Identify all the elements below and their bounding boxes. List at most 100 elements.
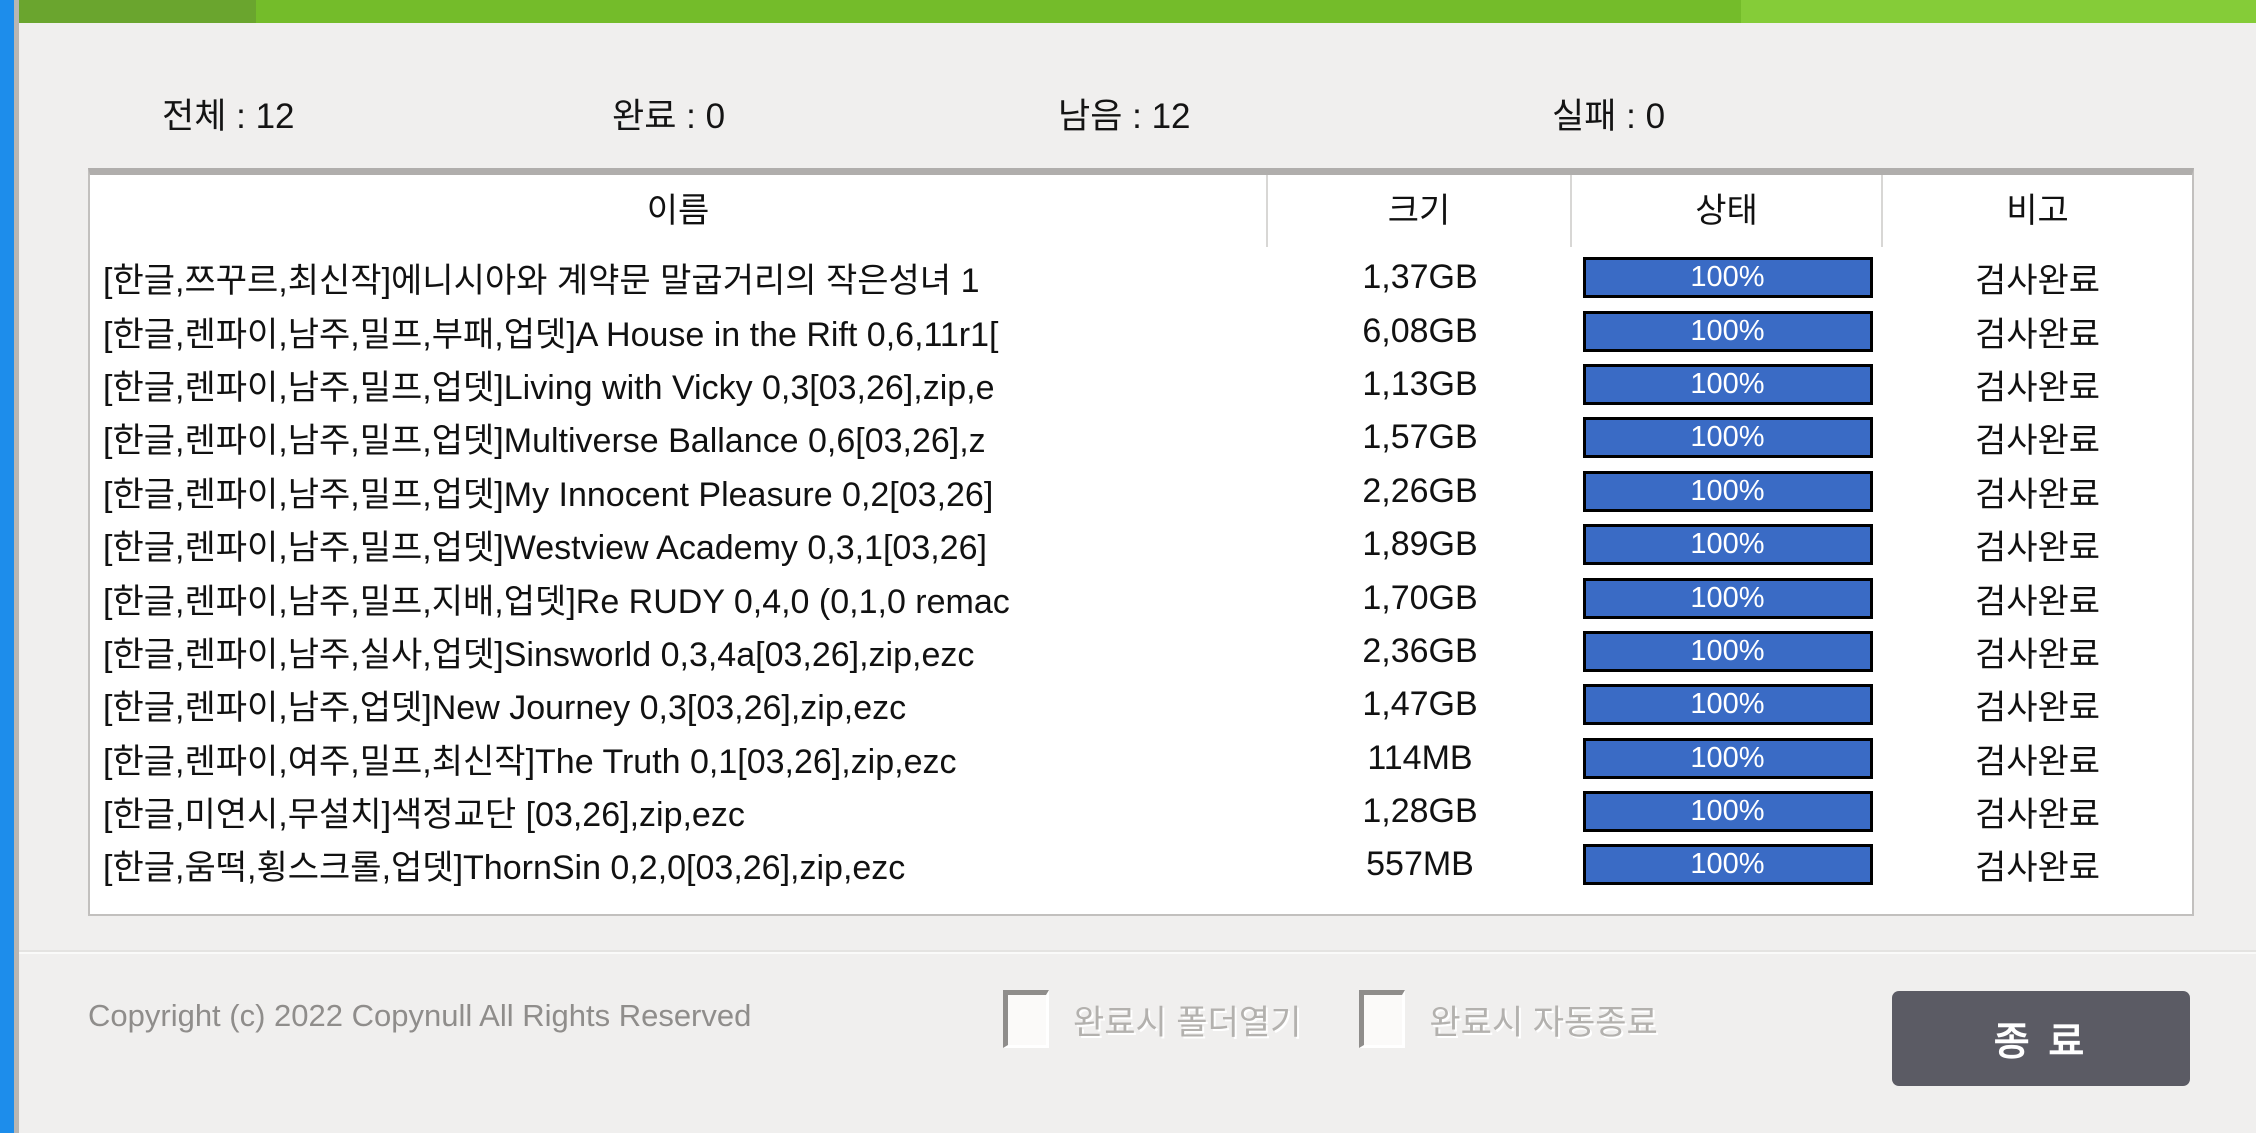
column-header-status[interactable]: 상태 bbox=[1572, 175, 1883, 247]
status-cell: 100% bbox=[1572, 737, 1883, 779]
file-name: [한글,렌파이,남주,밀프,지배,업뎃]Re RUDY 0,4,0 (0,1,0… bbox=[103, 582, 1010, 621]
table-row[interactable]: [한글,렌파이,남주,밀프,지배,업뎃]Re RUDY 0,4,0 (0,1,0… bbox=[90, 571, 2192, 624]
progress-bar: 100% bbox=[1582, 791, 1873, 833]
remark-cell: 검사완료 bbox=[1974, 529, 2101, 568]
top-bar-segment-light bbox=[1741, 0, 2256, 23]
progress-label: 100% bbox=[1690, 421, 1765, 454]
window-left-edge bbox=[0, 0, 14, 1133]
remark-cell: 검사완료 bbox=[1974, 689, 2101, 728]
progress-label: 100% bbox=[1690, 261, 1765, 294]
progress-fill bbox=[1585, 687, 1870, 723]
file-name: [한글,렌파이,남주,밀프,업뎃]Westview Academy 0,3,1[… bbox=[103, 529, 987, 568]
file-size: 1,37GB bbox=[1362, 258, 1478, 297]
column-header-size[interactable]: 크기 bbox=[1268, 175, 1572, 247]
file-size: 114MB bbox=[1367, 738, 1473, 777]
copyright-text: Copyright (c) 2022 Copynull All Rights R… bbox=[88, 998, 752, 1033]
remark-cell: 검사완료 bbox=[1974, 475, 2101, 514]
progress-bar: 100% bbox=[1582, 417, 1873, 459]
status-cell: 100% bbox=[1572, 577, 1883, 619]
stat-completed: 완료 : 0 bbox=[612, 97, 726, 136]
status-cell: 100% bbox=[1572, 630, 1883, 672]
status-cell: 100% bbox=[1572, 417, 1883, 459]
progress-label: 100% bbox=[1690, 474, 1765, 507]
progress-fill bbox=[1585, 527, 1870, 563]
checkbox-icon[interactable] bbox=[1359, 990, 1406, 1048]
top-bar-segment-mid bbox=[256, 0, 1741, 23]
top-bar-segment-dark bbox=[19, 0, 256, 23]
progress-fill bbox=[1585, 740, 1870, 776]
column-header-name[interactable]: 이름 bbox=[90, 175, 1268, 247]
table-row[interactable]: [한글,렌파이,남주,밀프,업뎃]Westview Academy 0,3,1[… bbox=[90, 518, 2192, 571]
progress-fill bbox=[1585, 260, 1870, 296]
file-name: [한글,렌파이,남주,실사,업뎃]Sinsworld 0,3,4a[03,26]… bbox=[103, 635, 975, 674]
stat-failed: 실패 : 0 bbox=[1552, 97, 1666, 136]
progress-bar: 100% bbox=[1582, 737, 1873, 779]
progress-label: 100% bbox=[1690, 367, 1765, 400]
status-cell: 100% bbox=[1572, 310, 1883, 352]
progress-fill bbox=[1585, 366, 1870, 402]
file-size: 557MB bbox=[1366, 845, 1474, 884]
checkbox-label: 완료시 자동종료 bbox=[1429, 1003, 1658, 1042]
progress-label: 100% bbox=[1690, 795, 1765, 828]
table-row[interactable]: [한글,렌파이,여주,밀프,최신작]The Truth 0,1[03,26],z… bbox=[90, 732, 2192, 785]
file-size: 2,26GB bbox=[1362, 471, 1478, 510]
download-list: 이름 크기 상태 비고 [한글,쯔꾸르,최신작]에니시아와 계약문 말굽거리의 … bbox=[88, 168, 2194, 916]
open-folder-on-complete-checkbox[interactable]: 완료시 폴더열기 bbox=[1003, 990, 1301, 1048]
progress-fill bbox=[1585, 847, 1870, 883]
progress-label: 100% bbox=[1690, 581, 1765, 614]
file-name: [한글,렌파이,남주,업뎃]New Journey 0,3[03,26],zip… bbox=[103, 689, 907, 728]
footer-divider bbox=[19, 950, 2256, 954]
progress-label: 100% bbox=[1690, 741, 1765, 774]
file-size: 1,28GB bbox=[1362, 792, 1478, 831]
status-cell: 100% bbox=[1572, 524, 1883, 566]
progress-bar: 100% bbox=[1582, 524, 1873, 566]
auto-exit-on-complete-checkbox[interactable]: 완료시 자동종료 bbox=[1359, 990, 1658, 1048]
table-row[interactable]: [한글,렌파이,남주,업뎃]New Journey 0,3[03,26],zip… bbox=[90, 678, 2192, 731]
progress-bar: 100% bbox=[1582, 684, 1873, 726]
list-body: [한글,쯔꾸르,최신작]에니시아와 계약문 말굽거리의 작은성녀 1 1,37G… bbox=[90, 251, 2192, 914]
file-name: [한글,렌파이,남주,밀프,업뎃]Multiverse Ballance 0,6… bbox=[103, 422, 986, 461]
table-row[interactable]: [한글,움떡,횡스크롤,업뎃]ThornSin 0,2,0[03,26],zip… bbox=[90, 838, 2192, 891]
progress-bar: 100% bbox=[1582, 257, 1873, 299]
column-header-remark[interactable]: 비고 bbox=[2006, 192, 2069, 230]
status-cell: 100% bbox=[1572, 257, 1883, 299]
table-row[interactable]: [한글,미연시,무설치]색정교단 [03,26],zip,ezc 1,28GB … bbox=[90, 785, 2192, 838]
table-row[interactable]: [한글,쯔꾸르,최신작]에니시아와 계약문 말굽거리의 작은성녀 1 1,37G… bbox=[90, 251, 2192, 304]
file-name: [한글,미연시,무설치]색정교단 [03,26],zip,ezc bbox=[103, 796, 745, 835]
progress-fill bbox=[1585, 633, 1870, 669]
remark-cell: 검사완료 bbox=[1974, 422, 2101, 461]
remark-cell: 검사완료 bbox=[1974, 368, 2101, 407]
exit-button[interactable]: 종 료 bbox=[1892, 991, 2190, 1086]
table-row[interactable]: [한글,렌파이,남주,밀프,부패,업뎃]A House in the Rift … bbox=[90, 304, 2192, 357]
stat-total: 전체 : 12 bbox=[162, 97, 295, 136]
remark-cell: 검사완료 bbox=[1974, 315, 2101, 354]
checkbox-icon[interactable] bbox=[1003, 990, 1049, 1048]
progress-bar: 100% bbox=[1582, 310, 1873, 352]
table-row[interactable]: [한글,렌파이,남주,실사,업뎃]Sinsworld 0,3,4a[03,26]… bbox=[90, 625, 2192, 678]
progress-fill bbox=[1585, 420, 1870, 456]
stat-remaining: 남음 : 12 bbox=[1058, 97, 1191, 136]
remark-cell: 검사완료 bbox=[1974, 849, 2101, 888]
status-cell: 100% bbox=[1572, 363, 1883, 405]
remark-cell: 검사완료 bbox=[1974, 796, 2101, 835]
progress-bar: 100% bbox=[1582, 470, 1873, 512]
progress-fill bbox=[1585, 313, 1870, 349]
table-row[interactable]: [한글,렌파이,남주,밀프,업뎃]Multiverse Ballance 0,6… bbox=[90, 411, 2192, 464]
file-size: 1,89GB bbox=[1362, 525, 1478, 564]
status-cell: 100% bbox=[1572, 684, 1883, 726]
progress-fill bbox=[1585, 580, 1870, 616]
table-row[interactable]: [한글,렌파이,남주,밀프,업뎃]My Innocent Pleasure 0,… bbox=[90, 465, 2192, 518]
progress-bar: 100% bbox=[1582, 363, 1873, 405]
file-size: 1,13GB bbox=[1362, 364, 1478, 403]
progress-bar: 100% bbox=[1582, 844, 1873, 886]
footer-options: 완료시 폴더열기 완료시 자동종료 bbox=[1003, 990, 1716, 1048]
status-cell: 100% bbox=[1572, 470, 1883, 512]
table-row[interactable]: [한글,렌파이,남주,밀프,업뎃]Living with Vicky 0,3[0… bbox=[90, 358, 2192, 411]
file-size: 1,70GB bbox=[1362, 578, 1478, 617]
progress-label: 100% bbox=[1690, 848, 1765, 881]
window-left-border bbox=[14, 0, 19, 1133]
top-progress-bar bbox=[19, 0, 2256, 23]
file-name: [한글,렌파이,남주,밀프,부패,업뎃]A House in the Rift … bbox=[103, 315, 999, 354]
progress-fill bbox=[1585, 794, 1870, 830]
file-name: [한글,렌파이,여주,밀프,최신작]The Truth 0,1[03,26],z… bbox=[103, 742, 957, 781]
